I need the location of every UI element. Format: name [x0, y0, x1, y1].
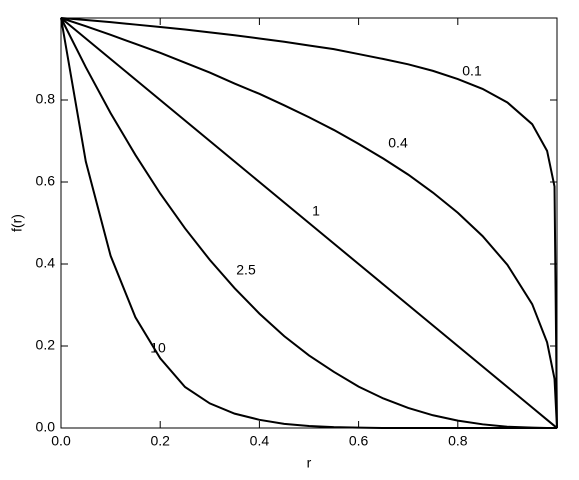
x-tick-label: 0.8 [448, 433, 468, 449]
x-tick-label: 0.2 [150, 433, 170, 449]
plot-frame [60, 17, 558, 429]
curve [60, 17, 558, 429]
curve-label: 2.5 [236, 262, 256, 278]
x-tick-label: 0.6 [349, 433, 369, 449]
curve-label: 0.4 [388, 135, 408, 151]
curve-label: 1 [312, 203, 320, 219]
y-tick-label: 0.4 [36, 255, 56, 271]
curve [60, 17, 558, 429]
curve-label: 0.1 [462, 63, 482, 79]
curve-label: 10 [150, 340, 166, 356]
x-tick-label: 0.0 [51, 433, 71, 449]
y-tick-label: 0.6 [36, 173, 56, 189]
curve [60, 17, 557, 429]
y-axis-label: f(r) [9, 214, 25, 232]
y-tick-label: 0.0 [36, 419, 56, 435]
y-tick-label: 0.8 [36, 91, 56, 107]
x-axis-label: r [307, 455, 312, 471]
y-tick-label: 0.2 [36, 337, 56, 353]
x-tick-label: 0.4 [250, 433, 270, 449]
curve [60, 17, 558, 429]
